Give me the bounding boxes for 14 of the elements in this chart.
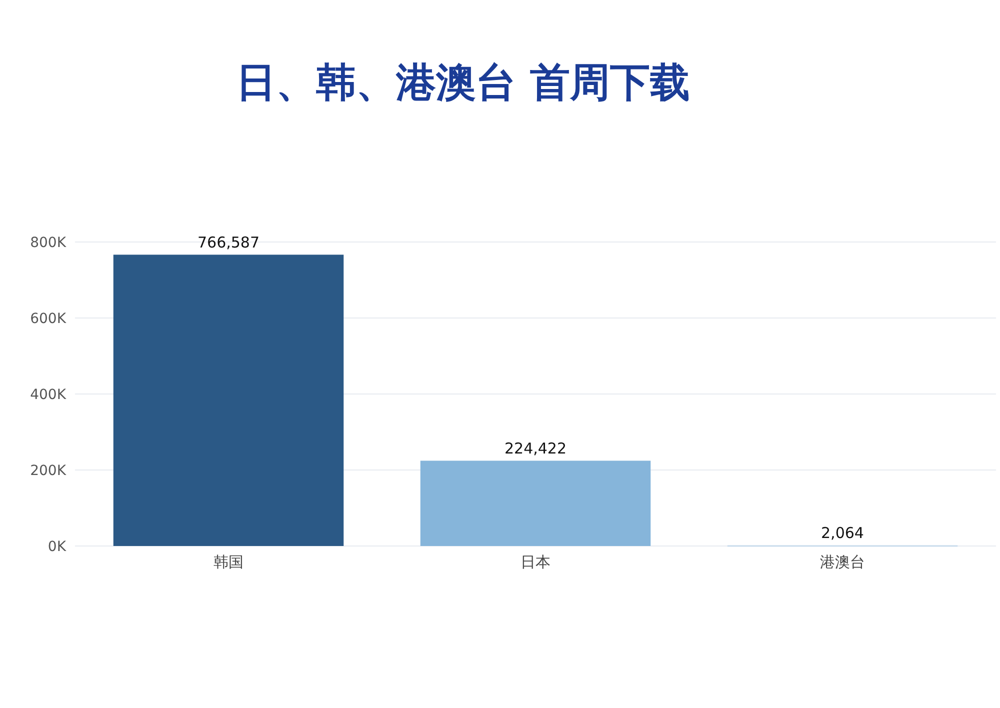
bar xyxy=(420,460,651,546)
x-tick-label: 港澳台 xyxy=(820,553,865,571)
x-tick-label: 韩国 xyxy=(214,553,244,571)
y-tick-label: 200K xyxy=(30,463,67,479)
chart-title: 日、韩、港澳台 首周下载 xyxy=(236,60,690,106)
y-tick-label: 400K xyxy=(30,387,67,403)
y-tick-label: 0K xyxy=(48,539,67,555)
data-label: 224,422 xyxy=(504,440,567,458)
bar xyxy=(113,254,344,546)
x-tick-label: 日本 xyxy=(520,553,550,571)
data-label: 2,064 xyxy=(821,524,864,542)
y-tick-label: 800K xyxy=(30,235,67,251)
data-label: 766,587 xyxy=(197,234,260,252)
y-tick-label: 600K xyxy=(30,311,67,327)
